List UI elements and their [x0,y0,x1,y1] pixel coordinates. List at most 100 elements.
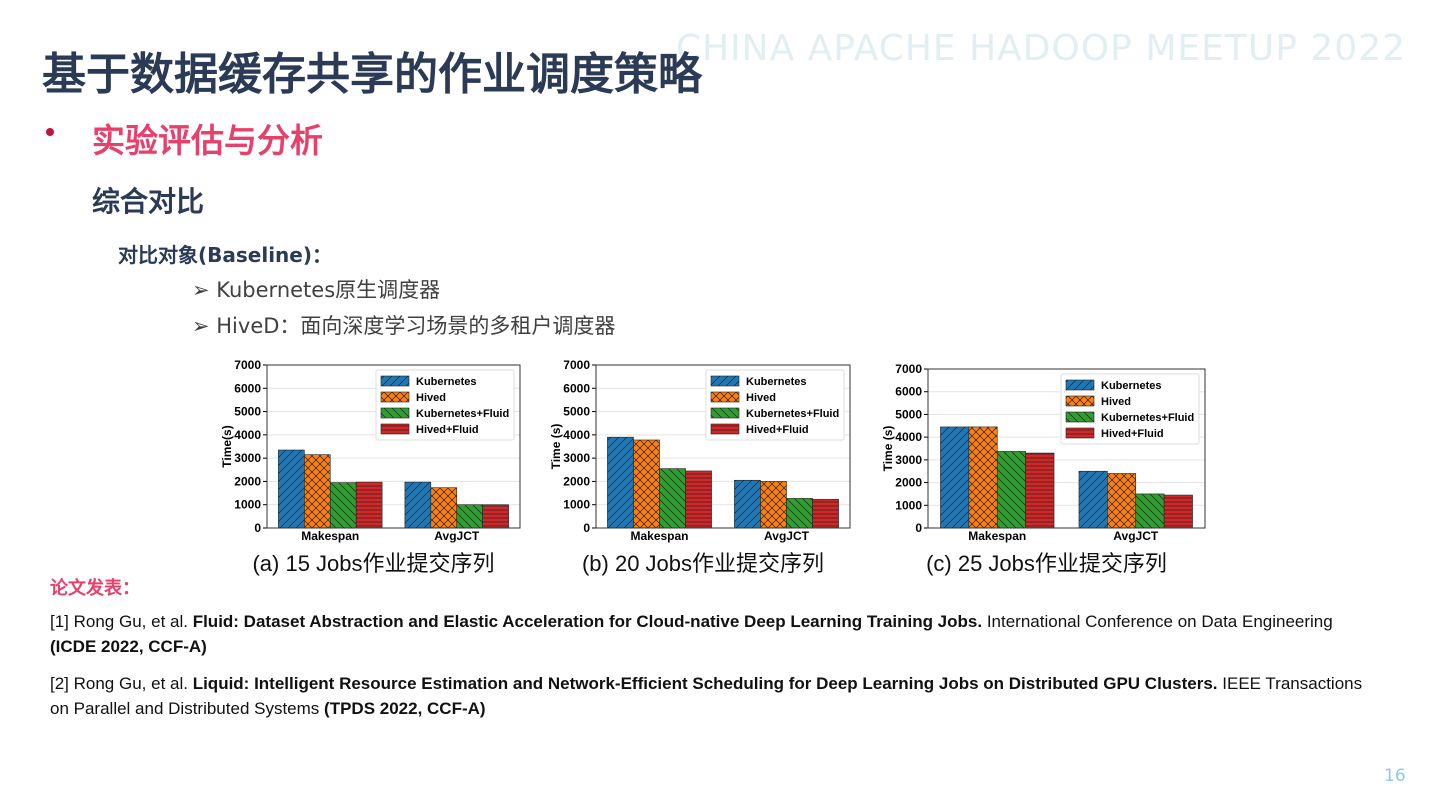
bar [734,479,761,529]
legend-swatch [1065,395,1095,407]
legend-swatch [1065,427,1095,439]
bar [996,451,1026,529]
ref-paper: Liquid: Intelligent Resource Estimation … [192,674,1218,693]
ref-prefix: [1] Rong Gu, et al. [50,612,193,631]
y-tick-label: 2000 [895,476,922,490]
ref-venue-text: International Conference on Data Enginee… [982,612,1333,631]
y-tick-label: 0 [915,521,922,535]
charts: 0 1000 2000 3000 4000 5000 6000 7000 Time(s) Make… [220,358,1206,576]
reference: [2] Rong Gu, et al. Liquid: Intelligent … [50,671,1370,721]
subheading: 综合对比 [92,185,205,218]
page-number: 16 [1384,766,1406,786]
legend-box [705,369,845,441]
bar [685,470,712,529]
reference: [1] Rong Gu, et al. Fluid: Dataset Abstr… [50,609,1370,659]
chart-caption: (a) 15 Jobs作业提交序列 [252,551,494,576]
y-tick-label: 5000 [895,407,922,421]
y-tick-label: 6000 [563,381,590,395]
ref-venue: (ICDE 2022, CCF-A) [50,637,207,656]
legend-label: Kubernetes+Fluid [416,408,509,420]
bar [786,498,813,529]
legend-swatch [1065,411,1095,423]
legend-box [375,369,515,441]
y-axis-label: Time(s) [220,425,234,467]
legend-label: Hived+Fluid [1101,428,1164,440]
x-tick-label: AvgJCT [764,529,810,543]
y-tick-label: 4000 [563,428,590,442]
legend-swatch [380,407,410,419]
x-tick-label: AvgJCT [434,529,480,543]
y-tick-label: 5000 [234,405,261,419]
legend-swatch [380,423,410,435]
chart-caption: (b) 20 Jobs作业提交序列 [582,551,824,576]
y-tick-label: 3000 [563,451,590,465]
y-tick-label: 2000 [234,474,261,488]
bar [404,481,432,529]
bullet-text: 实验评估与分析 [92,121,323,160]
y-tick-label: 6000 [895,385,922,399]
bar [1135,493,1165,529]
y-tick-label: 1000 [895,498,922,512]
ref-venue-text: IEEE Transactions on Parallel and Distri… [50,674,1363,718]
y-tick-label: 7000 [563,358,590,372]
bar [482,504,509,529]
y-tick-label: 7000 [234,358,261,372]
plot-frame [927,368,1206,529]
bar [940,426,970,529]
y-tick-label: 0 [583,521,590,535]
legend-swatch [710,423,740,435]
legend-label: Kubernetes [1101,380,1162,392]
x-tick-label: AvgJCT [1113,529,1159,543]
y-tick-label: 3000 [234,451,261,465]
bar [1107,473,1137,529]
legend-swatch [710,407,740,419]
legend-swatch [710,391,740,403]
y-tick-label: 1000 [563,498,590,512]
watermark: CHINA APACHE HADOOP MEETUP 2022 [675,28,1406,69]
bar [968,426,998,529]
bar [456,504,483,529]
bar [760,481,787,529]
legend-label: Hived+Fluid [746,424,809,436]
baseline-item: ➢ Kubernetes原生调度器 [192,278,441,302]
bar [329,482,357,529]
y-tick-label: 3000 [895,453,922,467]
legend-label: Kubernetes [416,376,477,388]
ref-venue: (TPDS 2022, CCF-A) [324,699,486,718]
y-tick-label: 5000 [563,405,590,419]
legend-label: Kubernetes+Fluid [746,408,839,420]
bar [812,499,839,529]
legend-swatch [380,375,410,387]
legend-swatch [710,375,740,387]
baseline-heading: 对比对象(Baseline)： [118,243,333,267]
y-tick-label: 7000 [895,362,922,376]
slide-title: 基于数据缓存共享的作业调度策略 [42,49,702,100]
ref-prefix: [2] Rong Gu, et al. [50,674,193,693]
legend-box [1060,373,1200,445]
bar [1078,470,1108,529]
bar [1025,452,1055,529]
bullet-dot [46,128,54,136]
x-tick-label: Makespan [968,529,1026,543]
legend-swatch [380,391,410,403]
plot-frame [266,364,521,529]
legend-label: Hived [746,392,776,404]
bar [1163,494,1193,529]
y-tick-label: 4000 [234,428,261,442]
legend-label: Hived [416,392,446,404]
ref-paper: Fluid: Dataset Abstraction and Elastic A… [192,612,983,631]
y-tick-label: 0 [254,521,261,535]
bar [659,468,686,529]
legend-label: Kubernetes [746,376,807,388]
bar [607,436,634,529]
bar [355,481,383,529]
legend-label: Hived [1101,396,1131,408]
legend-swatch [1065,379,1095,391]
bar [304,454,331,529]
legend-label: Kubernetes+Fluid [1101,412,1194,424]
y-axis-label: Time (s) [549,424,563,470]
publications-heading: 论文发表： [50,578,140,599]
bar [430,487,458,529]
chart-caption: (c) 25 Jobs作业提交序列 [926,551,1167,576]
baseline-item: ➢ HiveD：面向深度学习场景的多租户调度器 [192,314,616,338]
